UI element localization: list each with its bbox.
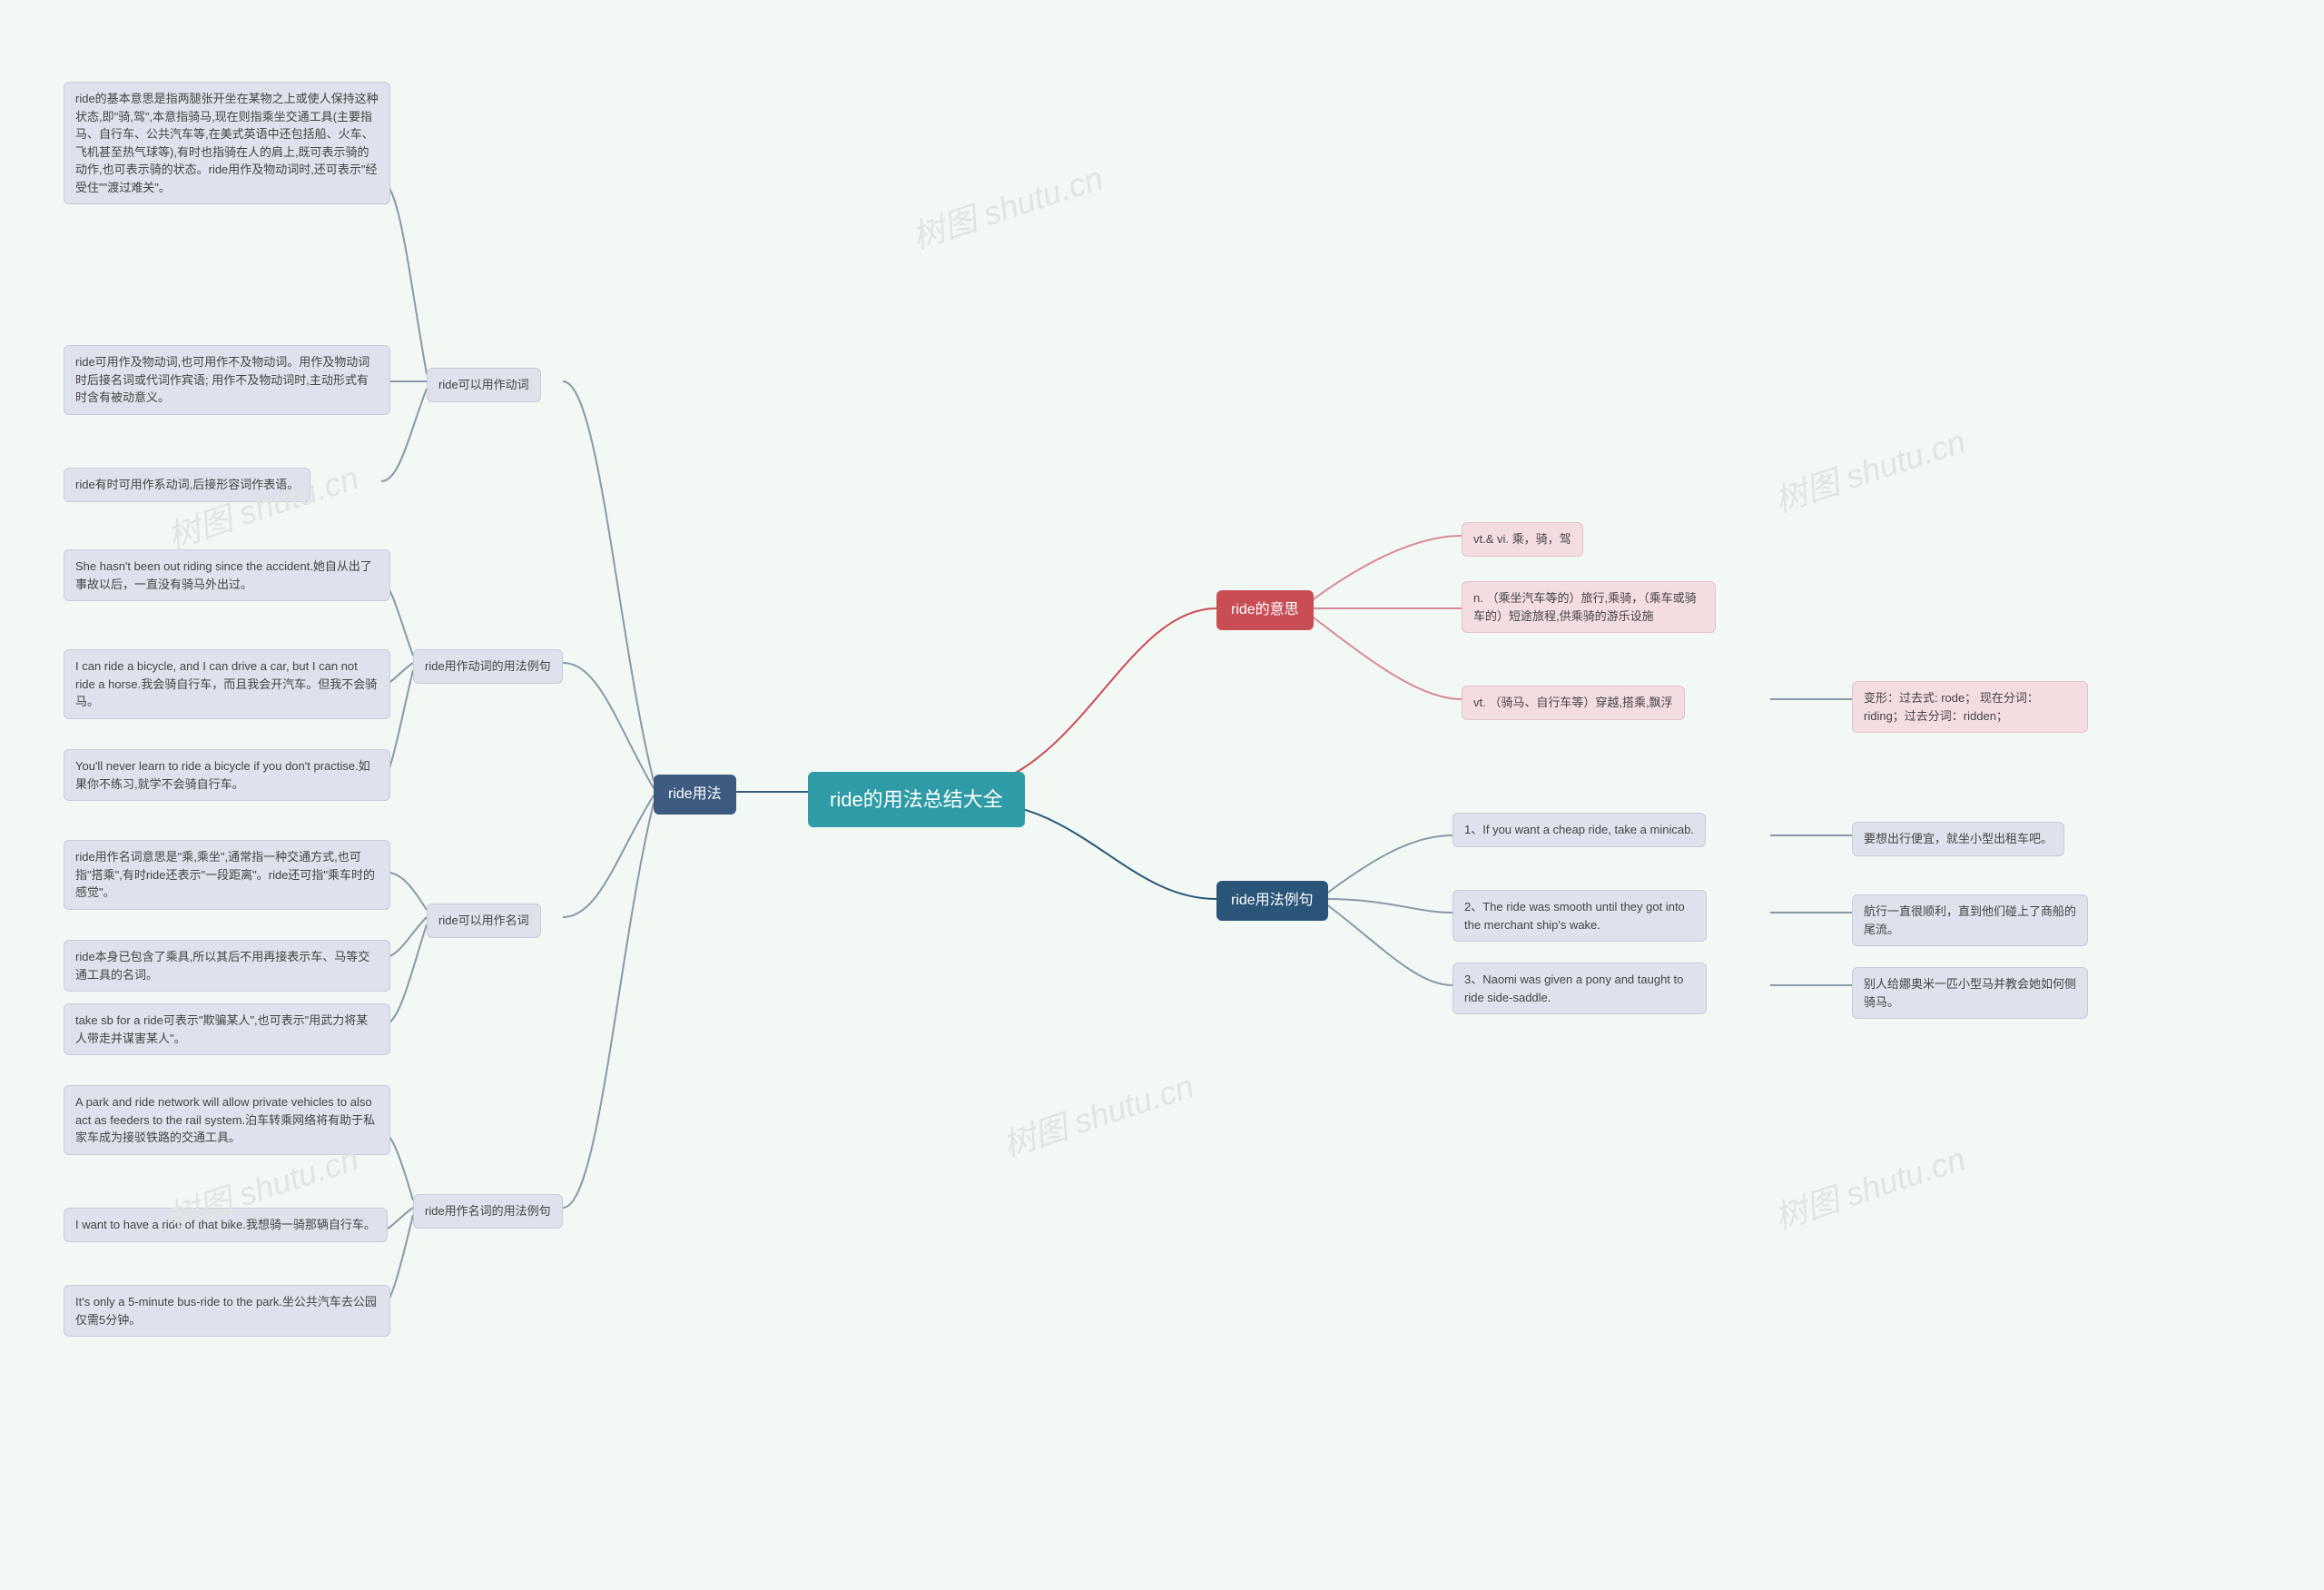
example-item-0: 1、If you want a cheap ride, take a minic…: [1452, 813, 1706, 847]
usage-g2-item-0: ride用作名词意思是"乘,乘坐",通常指一种交通方式,也可指"搭乘",有时ri…: [64, 840, 390, 910]
usage-g0-item-2: ride有时可用作系动词,后接形容词作表语。: [64, 468, 310, 502]
usage-g1-item-1: I can ride a bicycle, and I can drive a …: [64, 649, 390, 719]
usage-g3-item-1: I want to have a ride of that bike.我想骑一骑…: [64, 1208, 388, 1242]
example-item-1-extra: 航行一直很顺利，直到他们碰上了商船的尾流。: [1852, 894, 2088, 946]
usage-g1-item-2: You'll never learn to ride a bicycle if …: [64, 749, 390, 801]
branch-examples: ride用法例句: [1216, 881, 1328, 921]
watermark: 树图 shutu.cn: [905, 153, 1108, 259]
watermark: 树图 shutu.cn: [996, 1061, 1198, 1167]
example-item-2-extra: 别人给娜奥米一匹小型马并教会她如何侧骑马。: [1852, 967, 2088, 1019]
usage-group-0: ride可以用作动词: [427, 368, 541, 402]
watermark: 树图 shutu.cn: [1768, 1133, 1970, 1239]
meaning-item-2: vt. （骑马、自行车等）穿越,搭乘,飘浮: [1462, 686, 1685, 720]
branch-meaning-label: ride的意思: [1231, 602, 1299, 617]
meaning-item-2-extra: 变形：过去式: rode； 现在分词：riding；过去分词：ridden；: [1852, 681, 2088, 733]
meaning-item-0: vt.& vi. 乘，骑，驾: [1462, 522, 1583, 557]
usage-group-1: ride用作动词的用法例句: [413, 649, 563, 684]
usage-g3-item-2: It's only a 5-minute bus-ride to the par…: [64, 1285, 390, 1337]
usage-g1-item-0: She hasn't been out riding since the acc…: [64, 549, 390, 601]
usage-g3-item-0: A park and ride network will allow priva…: [64, 1085, 390, 1155]
usage-group-3: ride用作名词的用法例句: [413, 1194, 563, 1229]
usage-group-2: ride可以用作名词: [427, 904, 541, 938]
usage-g2-item-2: take sb for a ride可表示"欺骗某人",也可表示"用武力将某人带…: [64, 1003, 390, 1055]
usage-g0-item-0: ride的基本意思是指两腿张开坐在某物之上或使人保持这种状态,即"骑,驾",本意…: [64, 82, 390, 204]
usage-g0-item-1: ride可用作及物动词,也可用作不及物动词。用作及物动词时后接名词或代词作宾语;…: [64, 345, 390, 415]
example-item-1: 2、The ride was smooth until they got int…: [1452, 890, 1707, 942]
branch-examples-label: ride用法例句: [1231, 893, 1314, 908]
branch-usage-label: ride用法: [668, 786, 722, 802]
branch-meaning: ride的意思: [1216, 590, 1314, 630]
watermark: 树图 shutu.cn: [1768, 416, 1970, 522]
example-item-0-extra: 要想出行便宜，就坐小型出租车吧。: [1852, 822, 2064, 856]
meaning-item-1: n. （乘坐汽车等的）旅行,乘骑，（乘车或骑车的）短途旅程,供乘骑的游乐设施: [1462, 581, 1716, 633]
root-node: ride的用法总结大全: [808, 772, 1025, 827]
branch-usage: ride用法: [654, 775, 736, 815]
example-item-2: 3、Naomi was given a pony and taught to r…: [1452, 963, 1707, 1014]
root-label: ride的用法总结大全: [830, 788, 1003, 811]
usage-g2-item-1: ride本身已包含了乘具,所以其后不用再接表示车、马等交通工具的名词。: [64, 940, 390, 992]
